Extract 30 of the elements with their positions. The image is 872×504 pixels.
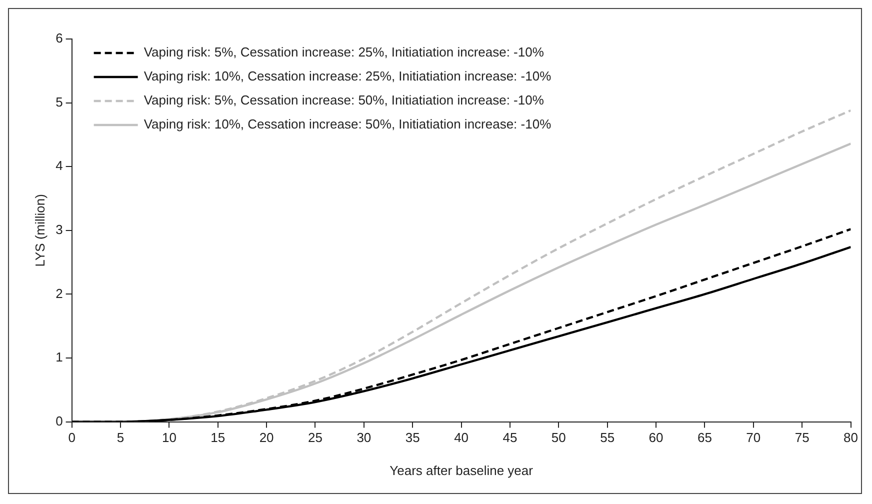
x-tick-label: 10 [162, 430, 176, 446]
legend-label: Vaping risk: 10%, Cessation increase: 25%, Initiatiation increase: -10% [144, 68, 552, 84]
y-tick-label: 2 [56, 286, 63, 301]
x-tick-label: 5 [116, 430, 124, 446]
legend-label: Vaping risk: 5%, Cessation increase: 50%, Initiatiation increase: -10% [144, 92, 544, 108]
legend-label: Vaping risk: 5%, Cessation increase: 25%, Initiatiation increase: -10% [144, 44, 544, 60]
x-tick-label: 75 [794, 430, 810, 446]
y-axis-title: LYS (million) [32, 194, 48, 267]
x-tick-label: 55 [600, 430, 615, 446]
x-tick-label: 30 [356, 430, 372, 446]
y-tick-label: 4 [56, 158, 63, 174]
y-tick-label: 0 [56, 413, 63, 428]
x-axis-title: Years after baseline year [390, 462, 534, 478]
x-tick-label: 20 [259, 430, 274, 446]
x-tick-label: 45 [502, 430, 518, 446]
y-tick-label: 3 [56, 222, 63, 237]
x-tick-label: 50 [551, 430, 566, 446]
x-tick-label: 35 [405, 430, 420, 446]
x-tick-label: 0 [68, 430, 76, 446]
x-tick-label: 25 [308, 430, 322, 446]
y-tick-label: 5 [56, 94, 63, 110]
x-tick-label: 15 [210, 430, 226, 446]
x-tick-label: 40 [454, 430, 469, 446]
y-tick-label: 1 [56, 350, 63, 365]
x-tick-label: 80 [844, 430, 858, 446]
x-tick-label: 70 [746, 430, 761, 446]
x-tick-label: 65 [697, 430, 712, 446]
legend-label: Vaping risk: 10%, Cessation increase: 50%, Initiatiation increase: -10% [144, 116, 552, 132]
y-tick-label: 6 [56, 30, 63, 46]
x-tick-label: 60 [648, 430, 664, 446]
